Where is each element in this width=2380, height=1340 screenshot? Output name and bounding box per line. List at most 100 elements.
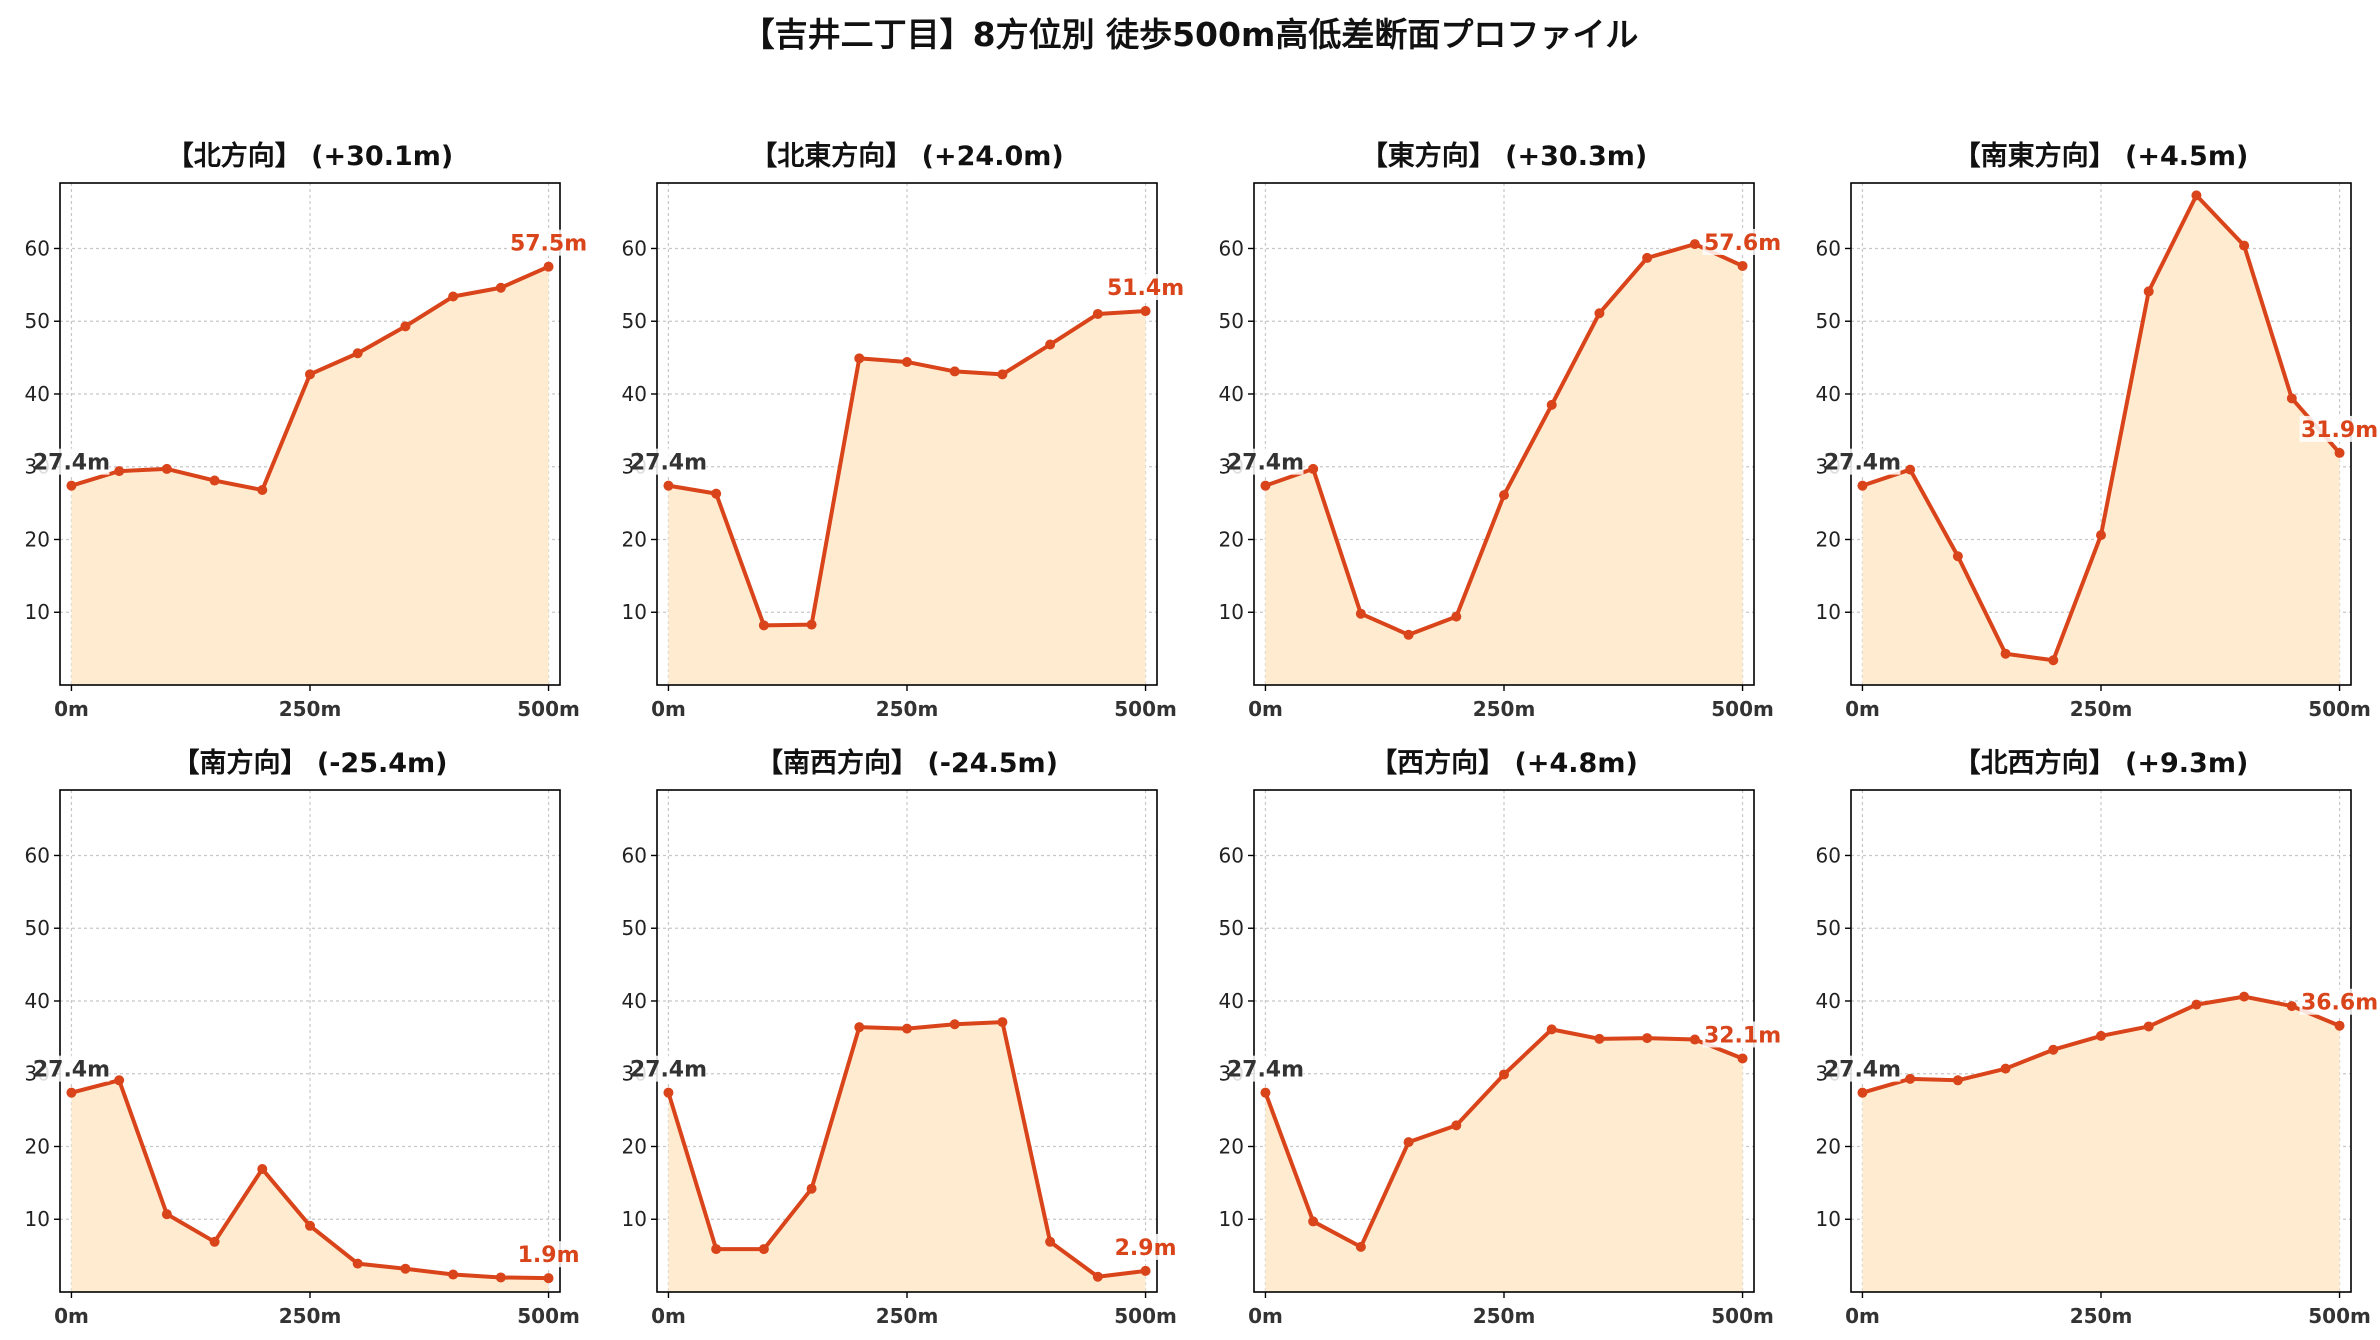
data-point [806,1183,817,1194]
data-point [2334,1020,2345,1031]
x-tick-label: 250m [1473,697,1536,721]
data-point [1857,480,1868,491]
data-point [1451,611,1462,622]
end-label-bg [1702,228,1783,255]
data-point [495,282,506,293]
start-label-bg [1229,448,1304,475]
elevation-area [1862,996,2340,1292]
subplot-3: 【東方向】 (+30.3m)1020304050600m250m500m27.4… [1219,140,1783,721]
x-tick-label: 500m [2308,697,2371,721]
elevation-area [1862,195,2340,686]
data-point [66,480,77,491]
data-point [758,1244,769,1255]
data-point [1594,308,1605,319]
data-point [1737,260,1748,271]
subplot-title: 【西方向】 (+4.8m) [1370,747,1638,779]
subplot-1: 【北方向】 (+30.1m)1020304050600m250m500m27.4… [25,140,589,721]
y-tick-label: 20 [25,1134,50,1158]
data-point [2143,1021,2154,1032]
data-point [1546,399,1557,410]
x-tick-label: 250m [2070,1304,2133,1328]
end-elevation-label: 32.1m [1704,1023,1781,1048]
data-point [1092,1271,1103,1282]
end-elevation-label: 1.9m [518,1243,580,1268]
y-tick-label: 40 [622,989,647,1013]
elevation-area [1265,244,1743,685]
end-label-bg [508,1241,589,1268]
x-tick-label: 500m [1711,697,1774,721]
y-tick-label: 50 [1816,916,1841,940]
data-point [902,1023,912,1034]
y-tick-label: 20 [1816,527,1841,551]
y-tick-label: 20 [25,527,50,551]
start-label-bg [632,1055,707,1082]
y-tick-label: 60 [1219,843,1244,867]
data-point [543,261,554,272]
data-point [1689,1034,1700,1045]
y-tick-label: 60 [622,236,647,260]
x-tick-label: 500m [517,1304,580,1328]
y-tick-label: 20 [1219,527,1244,551]
data-point [1737,1053,1748,1064]
y-tick-label: 40 [622,382,647,406]
data-point [902,356,912,367]
data-point [997,369,1008,380]
x-tick-label: 500m [2308,1304,2371,1328]
y-tick-label: 40 [1219,382,1244,406]
x-tick-label: 0m [1845,697,1880,721]
subplot-5: 【南方向】 (-25.4m)1020304050600m250m500m27.4… [25,747,589,1328]
data-point [949,366,960,377]
x-tick-label: 0m [1845,1304,1880,1328]
x-tick-label: 250m [1473,1304,1536,1328]
data-point [209,1236,220,1247]
data-point [997,1017,1008,1028]
x-tick-label: 0m [651,697,686,721]
elevation-area [668,311,1146,685]
elevation-area [71,1080,549,1292]
y-tick-label: 20 [622,1134,647,1158]
subplot-title: 【北東方向】 (+24.0m) [750,140,1063,172]
data-point [1594,1033,1605,1044]
x-tick-label: 0m [1248,697,1283,721]
data-point [711,1244,722,1255]
start-elevation-label: 27.4m [1227,451,1304,476]
start-label-bg [632,448,707,475]
data-point [1451,1120,1462,1131]
subplot-title: 【南東方向】 (+4.5m) [1954,140,2249,172]
data-point [400,1263,411,1274]
data-point [1308,463,1319,474]
start-label-bg [35,448,110,475]
start-label-bg [1826,448,1901,475]
start-elevation-label: 27.4m [33,451,110,476]
data-point [854,353,865,364]
subplot-8: 【北西方向】 (+9.3m)1020304050600m250m500m27.4… [1816,747,2380,1328]
start-elevation-label: 27.4m [630,451,707,476]
data-point [1260,480,1271,491]
y-tick-label: 10 [25,1207,50,1231]
data-point [2286,393,2297,404]
subplot-title: 【南方向】 (-25.4m) [172,747,447,779]
y-tick-label: 10 [25,600,50,624]
end-label-bg [1105,274,1186,301]
data-point [161,463,172,474]
y-tick-label: 10 [1816,1207,1841,1231]
data-point [1952,551,1963,562]
elevation-area [71,266,549,685]
x-tick-label: 250m [279,1304,342,1328]
y-tick-label: 50 [25,309,50,333]
figure-title: 【吉井二丁目】8方位別 徒歩500m高低差断面プロファイル [741,15,1639,54]
data-point [352,1258,363,1269]
x-tick-label: 500m [1711,1304,1774,1328]
data-point [1140,1265,1151,1276]
y-tick-label: 40 [1219,989,1244,1013]
y-tick-label: 60 [25,236,50,260]
subplot-title: 【北西方向】 (+9.3m) [1954,747,2249,779]
y-tick-label: 40 [1816,989,1841,1013]
data-point [711,488,722,499]
data-point [1905,1073,1916,1084]
data-point [2096,530,2106,541]
data-point [305,1220,315,1231]
x-tick-label: 250m [876,697,939,721]
start-label-bg [1229,1055,1304,1082]
